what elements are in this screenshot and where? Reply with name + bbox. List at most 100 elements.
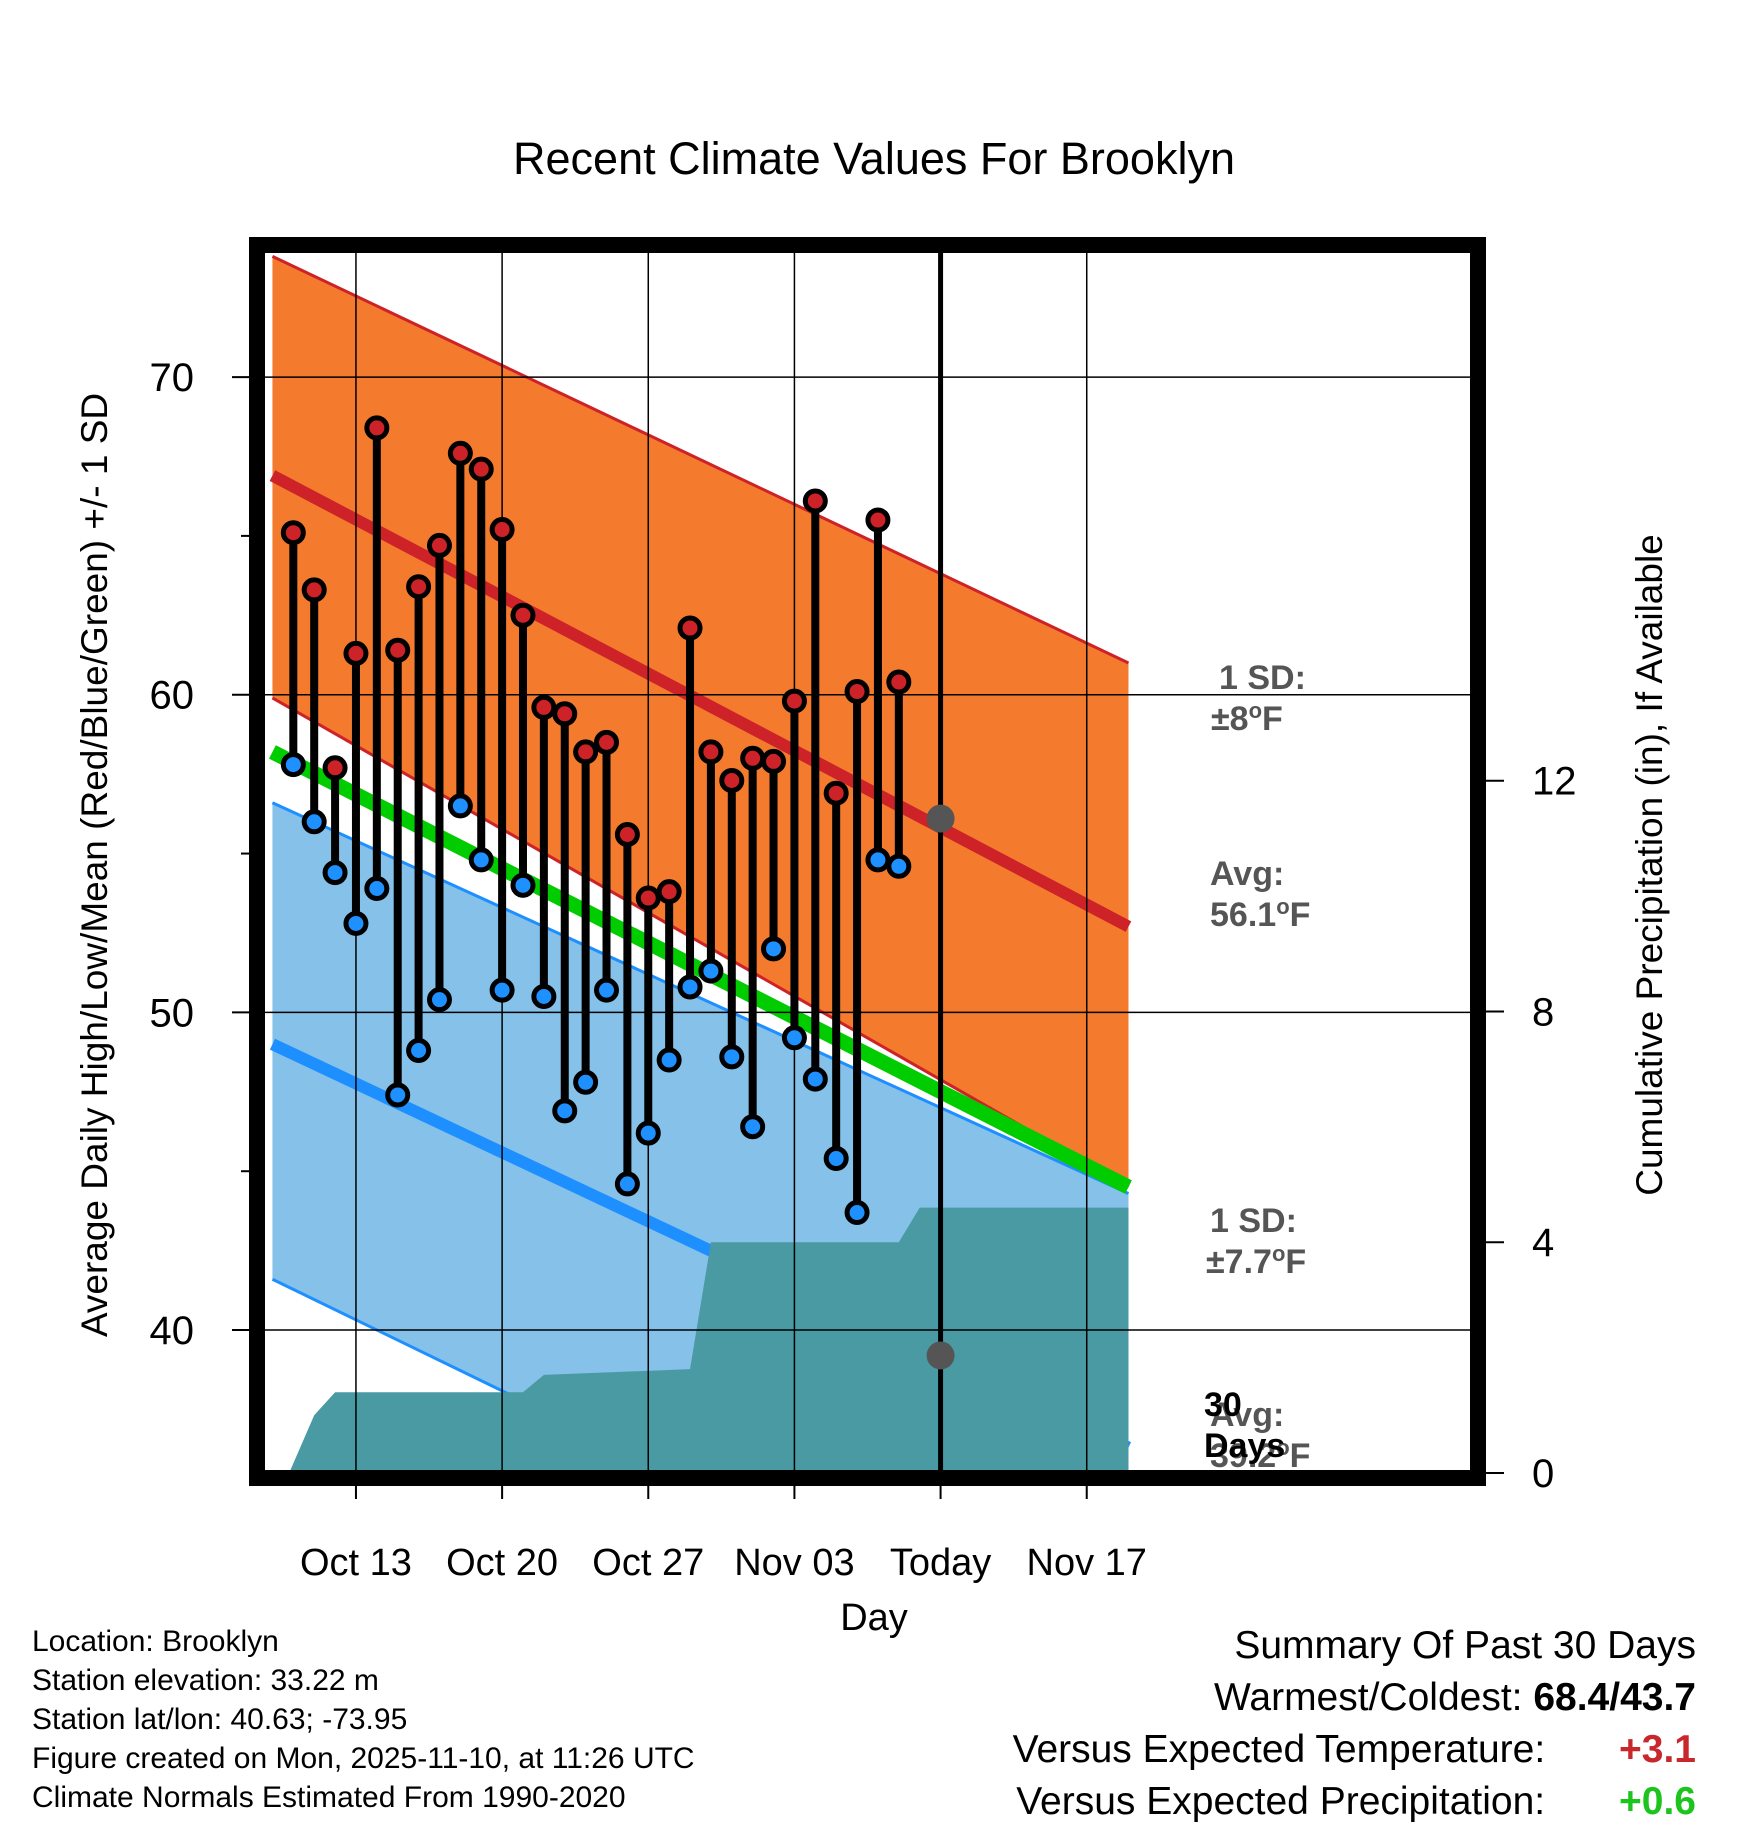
low-temp-point [406, 1038, 432, 1064]
high-temp-point [802, 488, 828, 514]
low-temp-point [865, 847, 891, 873]
high-temp-point [635, 885, 661, 911]
low-temp-point [426, 987, 452, 1013]
high-temp-point [343, 640, 369, 666]
high-temp-point [844, 679, 870, 705]
summary-panel: Summary Of Past 30 Days Warmest/Coldest:… [1013, 1620, 1696, 1828]
low-temp-point [343, 910, 369, 936]
y-axis-label: Average Daily High/Low/Mean (Red/Blue/Gr… [74, 393, 115, 1337]
precip-period-unit: Days [1204, 1427, 1285, 1465]
precip-anomaly-row: Versus Expected Precipitation: +0.6 [1013, 1776, 1696, 1828]
low-temp-point [594, 977, 620, 1003]
low-sd-label: 1 SD: [1210, 1202, 1297, 1240]
low-temp-point [761, 936, 787, 962]
low-temp-point [489, 977, 515, 1003]
high-temp-point [385, 637, 411, 663]
x-tick-label: Nov 17 [1027, 1542, 1147, 1584]
low-temp-point [614, 1171, 640, 1197]
high-temp-point [656, 879, 682, 905]
low-temp-point [844, 1200, 870, 1226]
low-temp-point [552, 1098, 578, 1124]
low-avg-label: Avg: [1210, 1396, 1284, 1434]
daily-temperature-points [280, 415, 912, 1226]
x-tick-label: Oct 13 [300, 1542, 412, 1584]
temp-anomaly-label: Versus Expected Temperature: [1012, 1728, 1546, 1771]
normals-text: Climate Normals Estimated From 1990-2020 [32, 1781, 626, 1814]
warmest-label: Warmest/Coldest: [1214, 1676, 1523, 1719]
low-temp-point [364, 876, 390, 902]
chart-title: Recent Climate Values For Brooklyn [513, 133, 1235, 184]
low-temp-point [573, 1069, 599, 1095]
high-temp-point [614, 821, 640, 847]
high-avg-label: Avg: [1210, 855, 1284, 893]
y2-tick-label: 8 [1532, 990, 1554, 1034]
location-text: Location: Brooklyn [32, 1625, 279, 1658]
plot-frame [249, 237, 1486, 1486]
temp-anomaly-value: +3.1 [1619, 1728, 1696, 1771]
y2-axis-label: Cumulative Precipitation (in), If Availa… [1629, 534, 1670, 1196]
y-tick-label: 50 [150, 991, 195, 1035]
high-sd-label: 1 SD: [1219, 659, 1306, 697]
normal-high-line [269, 470, 1132, 932]
y2-tick-label: 4 [1532, 1221, 1554, 1265]
high-temp-point [761, 748, 787, 774]
y-tick-label: 60 [150, 674, 195, 718]
warmest-row: Warmest/Coldest: 68.4/43.7 [1013, 1672, 1696, 1724]
daily-range-stems [289, 427, 903, 1213]
high-temp-point [823, 780, 849, 806]
high-temp-point [531, 694, 557, 720]
low-temp-point [781, 1025, 807, 1051]
high-temp-point [740, 745, 766, 771]
high-temp-point [322, 755, 348, 781]
low-temp-point [802, 1066, 828, 1092]
high-temp-point [698, 739, 724, 765]
y-tick-label: 40 [150, 1309, 195, 1353]
low-sd-value: ±7.7oF [1206, 1241, 1306, 1281]
high-sd-band [272, 256, 1129, 1188]
low-temp-point [322, 860, 348, 886]
high-temp-point [865, 507, 891, 533]
low-temp-point [385, 1082, 411, 1108]
cumulative-precip-area [289, 1207, 1129, 1473]
high-temp-point [510, 602, 536, 628]
precip-anomaly-label: Versus Expected Precipitation: [1016, 1780, 1546, 1823]
high-sd-value: ±8oF [1211, 698, 1283, 738]
latlon-text: Station lat/lon: 40.63; -73.95 [32, 1703, 408, 1736]
high-temp-point [301, 577, 327, 603]
high-temp-point [719, 767, 745, 793]
low-temp-point [823, 1146, 849, 1172]
high-temp-point [886, 669, 912, 695]
high-avg-marker [926, 804, 955, 833]
y2-tick-label: 12 [1532, 760, 1577, 804]
high-temp-point [677, 615, 703, 641]
high-temp-point [447, 440, 473, 466]
station-info: Location: Brooklyn Station elevation: 33… [32, 1622, 695, 1817]
low-temp-point [447, 793, 473, 819]
low-temp-point [677, 974, 703, 1000]
created-text: Figure created on Mon, 2025-11-10, at 11… [32, 1742, 695, 1775]
low-temp-point [531, 984, 557, 1010]
low-avg-marker [926, 1341, 955, 1370]
y2-tick-label: 0 [1532, 1452, 1554, 1496]
high-temp-point [280, 520, 306, 546]
temp-anomaly-row: Versus Expected Temperature: +3.1 [1013, 1724, 1696, 1776]
precip-period-number: 30 [1204, 1386, 1242, 1424]
high-temp-point [489, 517, 515, 543]
low-temp-point [635, 1120, 661, 1146]
x-tick-label: Oct 20 [446, 1542, 558, 1584]
high-temp-point [594, 729, 620, 755]
low-temp-point [698, 958, 724, 984]
low-temp-point [468, 847, 494, 873]
low-temp-point [886, 853, 912, 879]
high-temp-point [781, 688, 807, 714]
low-sd-lower-line [271, 1277, 675, 1473]
x-tick-label: Nov 03 [734, 1542, 854, 1584]
low-temp-point [510, 872, 536, 898]
high-temp-point [364, 415, 390, 441]
low-avg-value: 39.2oF [1210, 1435, 1310, 1475]
plot-area [262, 250, 1473, 1473]
high-temp-point [573, 739, 599, 765]
high-avg-value: 56.1oF [1210, 894, 1310, 934]
low-temp-point [301, 809, 327, 835]
high-temp-point [426, 532, 452, 558]
